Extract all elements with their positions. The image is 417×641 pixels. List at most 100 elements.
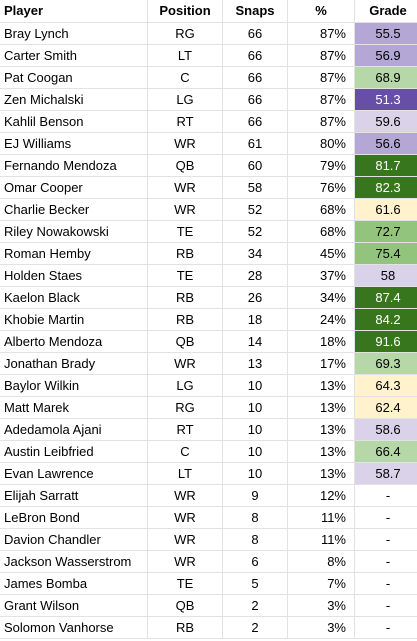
snaps-cell[interactable]: 5 <box>222 572 288 595</box>
percent-cell[interactable]: 87% <box>287 66 355 89</box>
percent-cell[interactable]: 11% <box>287 528 355 551</box>
player-cell[interactable]: Baylor Wilkin <box>0 374 148 397</box>
grade-cell[interactable]: - <box>354 572 417 595</box>
snaps-cell[interactable]: 9 <box>222 484 288 507</box>
player-cell[interactable]: Alberto Mendoza <box>0 330 148 353</box>
player-cell[interactable]: Davion Chandler <box>0 528 148 551</box>
percent-cell[interactable]: 17% <box>287 352 355 375</box>
position-cell[interactable]: RB <box>147 242 223 265</box>
player-cell[interactable]: Roman Hemby <box>0 242 148 265</box>
player-cell[interactable]: James Bomba <box>0 572 148 595</box>
grade-cell[interactable]: - <box>354 550 417 573</box>
percent-cell[interactable]: 8% <box>287 550 355 573</box>
player-cell[interactable]: Jonathan Brady <box>0 352 148 375</box>
snaps-cell[interactable]: 10 <box>222 418 288 441</box>
snaps-cell[interactable]: 10 <box>222 374 288 397</box>
position-cell[interactable]: RT <box>147 418 223 441</box>
percent-cell[interactable]: 68% <box>287 198 355 221</box>
player-cell[interactable]: Riley Nowakowski <box>0 220 148 243</box>
header-grade[interactable]: Grade <box>354 0 417 23</box>
player-cell[interactable]: Khobie Martin <box>0 308 148 331</box>
grade-cell[interactable]: 64.3 <box>354 374 417 397</box>
grade-cell[interactable]: 58.6 <box>354 418 417 441</box>
percent-cell[interactable]: 13% <box>287 396 355 419</box>
header-player[interactable]: Player <box>0 0 148 23</box>
snaps-cell[interactable]: 66 <box>222 44 288 67</box>
player-cell[interactable]: Omar Cooper <box>0 176 148 199</box>
percent-cell[interactable]: 24% <box>287 308 355 331</box>
player-cell[interactable]: Austin Leibfried <box>0 440 148 463</box>
grade-cell[interactable]: 66.4 <box>354 440 417 463</box>
percent-cell[interactable]: 13% <box>287 462 355 485</box>
grade-cell[interactable]: 69.3 <box>354 352 417 375</box>
position-cell[interactable]: WR <box>147 132 223 155</box>
position-cell[interactable]: WR <box>147 484 223 507</box>
position-cell[interactable]: C <box>147 66 223 89</box>
snaps-cell[interactable]: 66 <box>222 22 288 45</box>
position-cell[interactable]: TE <box>147 572 223 595</box>
position-cell[interactable]: RB <box>147 616 223 639</box>
position-cell[interactable]: WR <box>147 176 223 199</box>
player-cell[interactable]: Jackson Wasserstrom <box>0 550 148 573</box>
snaps-cell[interactable]: 6 <box>222 550 288 573</box>
player-cell[interactable]: Adedamola Ajani <box>0 418 148 441</box>
snaps-cell[interactable]: 34 <box>222 242 288 265</box>
snaps-cell[interactable]: 66 <box>222 88 288 111</box>
percent-cell[interactable]: 45% <box>287 242 355 265</box>
percent-cell[interactable]: 87% <box>287 22 355 45</box>
position-cell[interactable]: LT <box>147 462 223 485</box>
grade-cell[interactable]: 55.5 <box>354 22 417 45</box>
position-cell[interactable]: RG <box>147 396 223 419</box>
position-cell[interactable]: C <box>147 440 223 463</box>
player-cell[interactable]: Carter Smith <box>0 44 148 67</box>
position-cell[interactable]: WR <box>147 528 223 551</box>
player-cell[interactable]: LeBron Bond <box>0 506 148 529</box>
grade-cell[interactable]: - <box>354 528 417 551</box>
percent-cell[interactable]: 87% <box>287 110 355 133</box>
player-cell[interactable]: Solomon Vanhorse <box>0 616 148 639</box>
player-cell[interactable]: Kahlil Benson <box>0 110 148 133</box>
grade-cell[interactable]: 56.6 <box>354 132 417 155</box>
snaps-cell[interactable]: 2 <box>222 594 288 617</box>
player-cell[interactable]: Fernando Mendoza <box>0 154 148 177</box>
grade-cell[interactable]: 58 <box>354 264 417 287</box>
percent-cell[interactable]: 37% <box>287 264 355 287</box>
player-cell[interactable]: EJ Williams <box>0 132 148 155</box>
position-cell[interactable]: TE <box>147 264 223 287</box>
percent-cell[interactable]: 79% <box>287 154 355 177</box>
header-snaps[interactable]: Snaps <box>222 0 288 23</box>
snaps-cell[interactable]: 10 <box>222 462 288 485</box>
snaps-cell[interactable]: 8 <box>222 506 288 529</box>
position-cell[interactable]: RG <box>147 22 223 45</box>
position-cell[interactable]: RT <box>147 110 223 133</box>
percent-cell[interactable]: 12% <box>287 484 355 507</box>
position-cell[interactable]: QB <box>147 594 223 617</box>
percent-cell[interactable]: 80% <box>287 132 355 155</box>
grade-cell[interactable]: 87.4 <box>354 286 417 309</box>
header-percent[interactable]: % <box>287 0 355 23</box>
snaps-cell[interactable]: 52 <box>222 198 288 221</box>
grade-cell[interactable]: 81.7 <box>354 154 417 177</box>
snaps-cell[interactable]: 61 <box>222 132 288 155</box>
percent-cell[interactable]: 13% <box>287 418 355 441</box>
snaps-cell[interactable]: 13 <box>222 352 288 375</box>
percent-cell[interactable]: 76% <box>287 176 355 199</box>
snaps-cell[interactable]: 8 <box>222 528 288 551</box>
header-position[interactable]: Position <box>147 0 223 23</box>
percent-cell[interactable]: 3% <box>287 616 355 639</box>
snaps-cell[interactable]: 14 <box>222 330 288 353</box>
snaps-cell[interactable]: 58 <box>222 176 288 199</box>
player-cell[interactable]: Matt Marek <box>0 396 148 419</box>
percent-cell[interactable]: 18% <box>287 330 355 353</box>
grade-cell[interactable]: 82.3 <box>354 176 417 199</box>
grade-cell[interactable]: 58.7 <box>354 462 417 485</box>
snaps-cell[interactable]: 10 <box>222 440 288 463</box>
grade-cell[interactable]: 56.9 <box>354 44 417 67</box>
grade-cell[interactable]: - <box>354 594 417 617</box>
snaps-cell[interactable]: 18 <box>222 308 288 331</box>
player-cell[interactable]: Bray Lynch <box>0 22 148 45</box>
position-cell[interactable]: QB <box>147 330 223 353</box>
position-cell[interactable]: WR <box>147 550 223 573</box>
percent-cell[interactable]: 11% <box>287 506 355 529</box>
percent-cell[interactable]: 3% <box>287 594 355 617</box>
